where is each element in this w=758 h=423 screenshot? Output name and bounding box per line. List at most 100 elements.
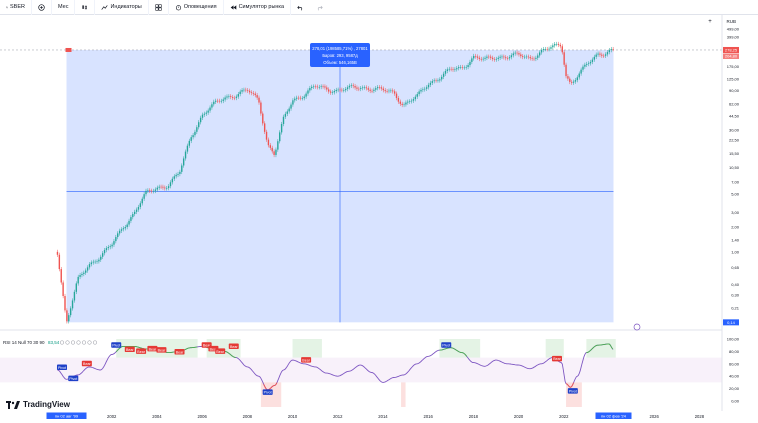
rsi-tick-label: 80,00 [729,349,740,354]
candle-body [122,228,125,230]
rewind-icon [230,4,236,10]
price-tick-label: 22,50 [729,138,740,143]
candle-body [297,97,300,99]
candle-body [173,176,175,179]
low-price-badge [723,319,739,326]
rsi-tick-label: 0,00 [731,399,740,404]
candle-body [488,56,490,58]
rsi-signal-text: Pivot [442,344,450,348]
candle-body [143,194,145,199]
candle-body [537,55,539,58]
alerts-label: Оповещения [183,4,217,10]
candle-body [271,147,273,152]
candle-body [186,145,189,152]
rsi-signal-bear: Bear [81,360,92,367]
candle-body [459,67,462,68]
price-tick-label: 10,50 [729,165,740,170]
candle-body [277,141,279,150]
layouts-button[interactable] [149,0,169,15]
rsi-signal-text: Pivot [58,366,66,370]
candle-body [533,58,535,60]
candle-body [601,54,603,56]
candle-body [177,173,179,175]
candle-body [343,90,345,91]
symbol-label: SBER [10,4,25,10]
redo-button[interactable] [310,0,329,15]
candle-body [610,49,612,51]
candle-body [427,84,430,88]
candle-body [258,97,260,103]
candle-body [608,50,611,53]
candle-body [64,296,66,311]
candle-body [265,131,268,140]
compare-button[interactable] [32,0,52,15]
candle-body [262,113,264,124]
indicators-button[interactable]: Индикаторы [95,0,149,15]
candle-body [376,87,379,89]
rsi-legend-icon [87,340,92,345]
undo-button[interactable] [291,0,310,15]
candle-body [139,203,142,207]
candle-body [316,86,319,88]
time-tick-label: 2010 [288,414,298,419]
candle-body [497,57,499,59]
candle-body [444,71,447,74]
candle-body [73,291,76,301]
replay-button[interactable]: Симулятор рынка [224,0,292,15]
candle-body [182,158,185,166]
candle-body [476,56,479,58]
candle-body [442,73,445,77]
candle-body [446,69,449,72]
candle-body [248,90,251,93]
candle-body [603,55,605,57]
candle-body [218,100,221,102]
alerts-button[interactable]: Оповещения [169,0,224,15]
candle-body [367,88,369,90]
tradingview-logo[interactable]: TradingView [0,400,70,409]
plus-circle-icon [38,3,45,11]
chart-area[interactable]: 278,01 (198585,71%) , 27801 Баров: 293, 9… [0,15,740,423]
price-tick-label: 0,40 [731,282,740,287]
candle-body [375,88,377,90]
candle-body [128,220,130,225]
rsi-signal-box [215,348,226,354]
candle-body [260,102,262,114]
candle-body [60,269,62,283]
candle-body [220,100,223,102]
candle-body [567,76,569,79]
symbol-search[interactable]: SBER [0,0,32,15]
candle-body [71,300,74,309]
logo-text: TradingView [23,400,70,409]
candle-body [591,59,594,62]
candle-body [520,54,522,57]
rsi-signal-box [262,389,273,395]
candle-body [282,116,285,125]
rsi-legend-icon [59,340,65,345]
candle-body [503,56,505,58]
candle-body [584,64,586,67]
rsi-signal-box [174,349,185,355]
chart-type-button[interactable] [75,0,96,15]
candle-body [318,86,320,88]
rsi-overbought-zone [545,339,564,358]
candle-body [322,86,324,88]
candle-body [188,140,191,146]
candle-body [286,111,288,114]
rsi-signal-pivot: Pivot [567,388,578,394]
prev-price-text: 204,80 [725,54,738,59]
candle-body [126,224,128,228]
candle-body [207,110,209,113]
rsi-signal-box [81,360,92,367]
candle-body [527,56,530,58]
interval-button[interactable]: Мес [52,0,76,15]
candle-body [233,97,236,99]
rsi-signal-pivot: Pivot [441,342,452,348]
candle-body [512,53,514,56]
time-start-text: пн 02 авг '99 [55,413,79,418]
candle-body [107,247,110,249]
candle-body [506,58,509,59]
candle-body [538,52,541,56]
candle-body [514,52,516,54]
price-tick-label: 5,00 [731,192,740,197]
